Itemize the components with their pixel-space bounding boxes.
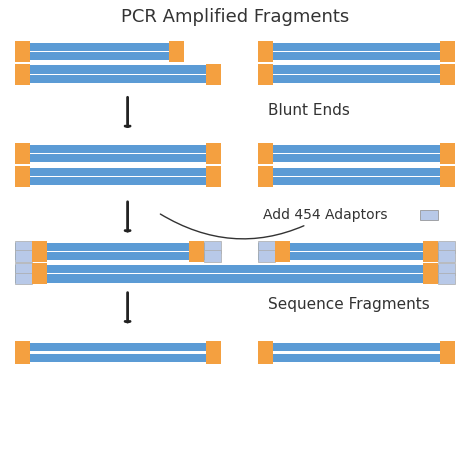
Text: Sequence Fragments: Sequence Fragments [268,298,429,312]
FancyBboxPatch shape [275,241,290,253]
FancyBboxPatch shape [16,52,184,60]
FancyBboxPatch shape [16,352,30,364]
FancyBboxPatch shape [16,43,184,51]
FancyBboxPatch shape [258,65,455,74]
FancyBboxPatch shape [206,73,221,85]
FancyBboxPatch shape [258,352,273,364]
Text: PCR Amplified Fragments: PCR Amplified Fragments [121,8,349,27]
FancyBboxPatch shape [16,340,30,352]
FancyBboxPatch shape [258,241,275,253]
FancyBboxPatch shape [258,354,455,362]
FancyBboxPatch shape [32,241,47,253]
FancyBboxPatch shape [206,352,221,364]
FancyBboxPatch shape [206,166,221,178]
FancyBboxPatch shape [16,177,221,185]
FancyBboxPatch shape [16,342,221,351]
FancyBboxPatch shape [258,64,273,75]
FancyBboxPatch shape [423,250,438,262]
FancyBboxPatch shape [16,154,221,162]
FancyBboxPatch shape [258,177,455,185]
FancyBboxPatch shape [440,352,455,364]
Text: Add 454 Adaptors: Add 454 Adaptors [160,208,388,239]
FancyBboxPatch shape [438,250,455,262]
FancyBboxPatch shape [258,41,273,53]
FancyBboxPatch shape [258,143,273,155]
FancyBboxPatch shape [16,152,30,164]
FancyBboxPatch shape [423,264,438,275]
FancyBboxPatch shape [423,241,438,253]
FancyBboxPatch shape [258,166,273,178]
FancyBboxPatch shape [440,166,455,178]
Text: Blunt Ends: Blunt Ends [268,103,350,118]
FancyBboxPatch shape [258,43,455,51]
FancyBboxPatch shape [204,241,221,253]
FancyBboxPatch shape [16,250,32,262]
FancyBboxPatch shape [258,252,455,260]
FancyBboxPatch shape [423,272,438,284]
FancyBboxPatch shape [16,74,221,83]
FancyBboxPatch shape [275,250,290,262]
FancyBboxPatch shape [258,152,273,164]
FancyBboxPatch shape [16,175,30,187]
FancyBboxPatch shape [16,272,32,284]
FancyBboxPatch shape [440,64,455,75]
FancyBboxPatch shape [440,73,455,85]
FancyBboxPatch shape [258,74,455,83]
FancyBboxPatch shape [440,143,455,155]
FancyBboxPatch shape [16,145,221,153]
FancyBboxPatch shape [16,241,32,253]
FancyBboxPatch shape [204,250,221,262]
FancyBboxPatch shape [16,143,30,155]
FancyBboxPatch shape [206,175,221,187]
FancyBboxPatch shape [16,65,221,74]
FancyBboxPatch shape [258,145,455,153]
FancyBboxPatch shape [440,152,455,164]
FancyBboxPatch shape [206,64,221,75]
FancyBboxPatch shape [32,272,47,284]
FancyBboxPatch shape [16,64,30,75]
FancyBboxPatch shape [440,50,455,62]
FancyBboxPatch shape [16,41,30,53]
FancyBboxPatch shape [16,73,30,85]
FancyBboxPatch shape [258,250,275,262]
FancyBboxPatch shape [258,175,273,187]
FancyBboxPatch shape [440,175,455,187]
FancyBboxPatch shape [32,264,47,275]
FancyBboxPatch shape [258,73,273,85]
FancyBboxPatch shape [206,152,221,164]
FancyBboxPatch shape [438,241,455,253]
FancyBboxPatch shape [258,243,455,251]
FancyBboxPatch shape [16,264,32,275]
FancyBboxPatch shape [16,252,221,260]
FancyBboxPatch shape [16,354,221,362]
FancyBboxPatch shape [189,250,204,262]
FancyBboxPatch shape [16,274,455,282]
FancyBboxPatch shape [16,266,455,273]
FancyBboxPatch shape [438,272,455,284]
FancyBboxPatch shape [440,340,455,352]
FancyBboxPatch shape [258,168,455,176]
FancyBboxPatch shape [32,250,47,262]
FancyBboxPatch shape [206,340,221,352]
FancyBboxPatch shape [258,154,455,162]
FancyBboxPatch shape [420,210,438,220]
FancyBboxPatch shape [169,50,184,62]
FancyBboxPatch shape [16,50,30,62]
FancyBboxPatch shape [258,342,455,351]
FancyBboxPatch shape [169,41,184,53]
FancyBboxPatch shape [189,241,204,253]
FancyBboxPatch shape [258,52,455,60]
FancyBboxPatch shape [16,168,221,176]
FancyBboxPatch shape [16,243,221,251]
FancyBboxPatch shape [440,41,455,53]
FancyBboxPatch shape [258,50,273,62]
FancyBboxPatch shape [258,340,273,352]
FancyBboxPatch shape [16,166,30,178]
FancyBboxPatch shape [206,143,221,155]
FancyBboxPatch shape [438,264,455,275]
